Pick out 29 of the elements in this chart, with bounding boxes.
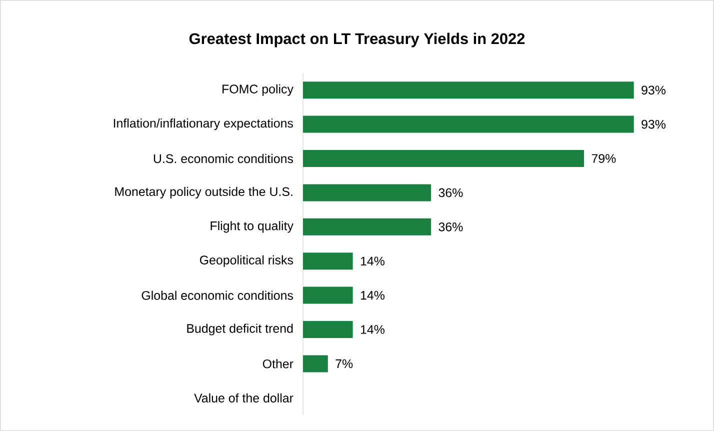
y-tick-label: Global economic conditions [142,290,293,300]
y-tick-label: U.S. economic conditions [154,154,294,164]
bar [303,82,634,99]
chart-title: Greatest Impact on LT Treasury Yields in 2022 [189,32,525,48]
y-tick-label: Geopolitical risks [200,255,294,267]
y-tick-label: Budget deficit trend [187,324,293,336]
data-label: 14% [360,256,384,266]
bar [303,286,353,304]
data-label: 93% [642,86,666,95]
y-tick-label: FOMC policy [222,84,294,96]
data-label: 14% [360,325,384,334]
data-label: 93% [642,120,666,129]
bar [303,184,432,202]
bar [303,116,634,133]
bar [303,321,353,338]
y-tick-label: Other [262,359,294,368]
data-label: 79% [592,154,616,163]
bar [303,252,353,270]
y-tick-label: Inflation/inflationary expectations [114,118,293,130]
data-label: 14% [360,290,384,300]
data-label: 36% [438,222,463,232]
bar [303,355,328,372]
bar [303,150,584,168]
y-tick-label: Monetary policy outside the U.S. [115,186,292,198]
y-tick-label: Value of the dollar [194,393,294,402]
data-label: 7% [336,359,353,368]
data-label: 36% [438,188,463,198]
bar [303,218,432,236]
y-tick-label: Flight to quality [210,221,294,233]
